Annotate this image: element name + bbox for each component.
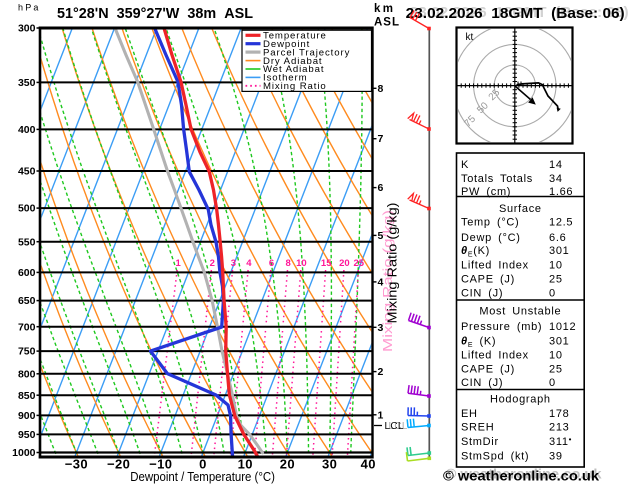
svg-text:PW (cm): PW (cm) — [461, 186, 511, 198]
svg-text:25: 25 — [354, 258, 365, 269]
svg-text:25: 25 — [549, 363, 563, 375]
svg-text:0: 0 — [549, 377, 556, 389]
svg-text:1000: 1000 — [12, 447, 36, 459]
svg-text:300: 300 — [18, 23, 36, 35]
svg-text:650: 650 — [18, 295, 36, 307]
svg-text:20: 20 — [339, 258, 350, 269]
svg-text:8: 8 — [378, 83, 384, 95]
svg-text:6.6: 6.6 — [549, 232, 566, 244]
svg-text:Mixing Ratio: Mixing Ratio — [263, 81, 327, 92]
svg-text:14: 14 — [549, 159, 563, 171]
svg-text:900: 900 — [18, 410, 36, 422]
svg-text:hPa: hPa — [18, 3, 41, 13]
svg-text:950: 950 — [18, 429, 36, 441]
svg-text:10: 10 — [296, 258, 307, 269]
svg-text:301: 301 — [549, 336, 569, 348]
svg-text:Lifted Index: Lifted Index — [461, 260, 529, 272]
svg-text:178: 178 — [549, 408, 569, 420]
svg-text:SREH: SREH — [461, 422, 494, 434]
svg-text:θE(K): θE(K) — [461, 245, 490, 258]
svg-text:EH: EH — [461, 408, 478, 420]
svg-text:kt: kt — [466, 32, 474, 43]
svg-text:StmSpd (kt): StmSpd (kt) — [461, 450, 529, 462]
svg-text:34: 34 — [549, 173, 563, 185]
svg-text:km: km — [374, 3, 395, 15]
svg-text:450: 450 — [18, 166, 36, 178]
svg-text:2: 2 — [210, 258, 215, 269]
svg-text:Most Unstable: Most Unstable — [479, 305, 561, 317]
svg-text:Totals Totals: Totals Totals — [461, 173, 533, 185]
svg-text:−20: −20 — [107, 457, 130, 472]
svg-text:12.5: 12.5 — [549, 217, 573, 229]
svg-text:301: 301 — [549, 245, 569, 257]
svg-text:600: 600 — [18, 267, 36, 279]
svg-text:K: K — [461, 159, 469, 171]
svg-text:850: 850 — [18, 390, 36, 402]
svg-text:23.02.2026 18GMT (Base: 06): 23.02.2026 18GMT (Base: 06) — [406, 5, 625, 22]
svg-text:15: 15 — [321, 258, 332, 269]
svg-text:2: 2 — [378, 366, 384, 378]
svg-text:Dewpoint / Temperature (°C): Dewpoint / Temperature (°C) — [130, 469, 275, 484]
svg-text:CAPE (J): CAPE (J) — [461, 273, 515, 285]
svg-text:Lifted Index: Lifted Index — [461, 349, 529, 361]
svg-text:1: 1 — [378, 409, 384, 421]
svg-text:10: 10 — [549, 349, 563, 361]
svg-text:CIN (J): CIN (J) — [461, 287, 503, 299]
svg-text:Pressure (mb): Pressure (mb) — [461, 321, 542, 333]
svg-text:51°28ʹN 359°27ʹW 38m ASL: 51°28ʹN 359°27ʹW 38m ASL — [57, 5, 253, 22]
svg-text:−30: −30 — [65, 457, 88, 472]
svg-text:30: 30 — [322, 457, 337, 472]
svg-text:350: 350 — [18, 77, 36, 89]
svg-text:StmDir: StmDir — [461, 436, 499, 448]
svg-text:550: 550 — [18, 236, 36, 248]
svg-text:LCL: LCL — [385, 421, 404, 432]
svg-text:1012: 1012 — [549, 321, 576, 333]
svg-text:500: 500 — [18, 203, 36, 215]
svg-text:θE (K): θE (K) — [461, 336, 496, 349]
svg-text:Mixing Ratio (g/kg): Mixing Ratio (g/kg) — [385, 203, 399, 324]
svg-text:213: 213 — [549, 422, 569, 434]
svg-text:6: 6 — [269, 258, 274, 269]
svg-text:3: 3 — [231, 258, 236, 269]
svg-text:Temp (°C): Temp (°C) — [461, 217, 519, 229]
svg-text:8: 8 — [285, 258, 290, 269]
svg-text:ASL: ASL — [374, 17, 400, 29]
svg-text:10: 10 — [549, 260, 563, 272]
svg-text:7: 7 — [378, 133, 384, 145]
svg-text:1: 1 — [176, 258, 182, 269]
svg-text:400: 400 — [18, 124, 36, 136]
svg-text:700: 700 — [18, 321, 36, 333]
svg-text:CIN (J): CIN (J) — [461, 377, 503, 389]
svg-text:6: 6 — [378, 182, 384, 194]
svg-text:0: 0 — [549, 287, 556, 299]
svg-text:800: 800 — [18, 368, 36, 380]
svg-text:39: 39 — [549, 450, 563, 462]
svg-text:CAPE (J): CAPE (J) — [461, 363, 515, 375]
svg-text:25: 25 — [549, 273, 563, 285]
svg-text:1.66: 1.66 — [549, 186, 573, 198]
svg-text:© weatheronline.co.uk: © weatheronline.co.uk — [443, 469, 600, 484]
svg-text:20: 20 — [280, 457, 295, 472]
svg-text:750: 750 — [18, 346, 36, 358]
svg-text:Surface: Surface — [499, 203, 542, 215]
svg-text:Dewp (°C): Dewp (°C) — [461, 232, 521, 244]
svg-text:40: 40 — [361, 457, 376, 472]
svg-text:Hodograph: Hodograph — [490, 394, 551, 406]
svg-text:4: 4 — [246, 258, 252, 269]
